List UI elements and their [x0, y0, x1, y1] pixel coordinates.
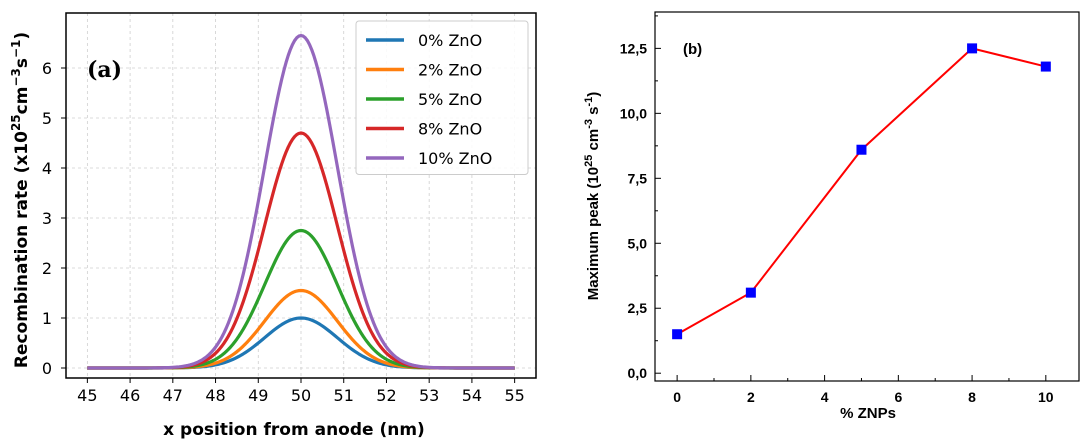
- panel-a-x-tick-label: 55: [504, 386, 524, 405]
- panel-a-y-tick-label: 4: [42, 159, 52, 178]
- panel-b-x-tick-label: 10: [1038, 389, 1054, 405]
- panel-b-x-tick-label: 6: [894, 389, 902, 405]
- panel-a-legend: 0% ZnO 2% ZnO 5% ZnO 8% ZnO 10% ZnO: [355, 20, 529, 175]
- panel-b-ylabel-part-6: -1: [583, 97, 595, 107]
- panel-b-chart: 0 2 4 6 8 10 0,02,55,07,510,012,5 (b) % ZNPs …: [583, 11, 1080, 422]
- panel-a-x-tick-label: 45: [77, 386, 97, 405]
- panel-b-plot-frame: [654, 11, 1080, 382]
- panel-a-x-tick-label: 50: [291, 386, 311, 405]
- panel-a-x-tick-label: 47: [163, 386, 183, 405]
- panel-a-y-axis-label: Recombination rate (x1025cm−3s−1): [9, 32, 32, 368]
- panel-b-y-tick-label: 2,5: [628, 300, 648, 316]
- panel-b-ylabel-part-4: -3: [583, 119, 595, 129]
- panel-b-y-axis-label: Maximum peak (1025 cm-3 s-1): [583, 92, 602, 301]
- panel-b-data-point: [856, 144, 867, 155]
- panel-b-x-tick-label: 0: [673, 389, 681, 405]
- panel-a-legend-label-1: 2% ZnO: [418, 61, 482, 80]
- panel-b-x-tick-label: 2: [747, 389, 755, 405]
- panel-b-x-tick-label: 8: [968, 389, 976, 405]
- panel-b-y-tick-label: 5,0: [628, 235, 648, 251]
- panel-a-x-tick-label: 46: [120, 386, 140, 405]
- panel-a-y-ticks: 0 1 2 3 4 5 6: [42, 59, 66, 378]
- panel-b-data-point: [672, 329, 683, 340]
- panel-a-legend-box: [355, 20, 529, 175]
- panel-a-y-tick-label: 1: [42, 309, 52, 328]
- panel-b-ylabel-part-5: s: [585, 106, 602, 119]
- panel-a-ylabel-part-4: −3: [9, 68, 23, 86]
- panel-a-series-line-2: [87, 228, 515, 370]
- panel-b-series: [672, 43, 1051, 340]
- panel-a-legend-label-0: 0% ZnO: [418, 31, 482, 50]
- panel-a-legend-label-3: 8% ZnO: [418, 120, 482, 139]
- panel-b-series-line: [676, 47, 1047, 336]
- panel-b-label: (b): [683, 41, 702, 58]
- panel-a-y-tick-label: 3: [42, 209, 52, 228]
- panel-a-x-ticks: 45 46 47 48 49 50 51 52 53 54 55: [77, 378, 525, 405]
- panel-b-y-tick-label: 7,5: [628, 170, 648, 186]
- panel-a-ylabel-part-5: s: [12, 58, 32, 68]
- panel-a-x-tick-label: 54: [462, 386, 482, 405]
- panel-a-x-tick-label: 48: [205, 386, 225, 405]
- panel-a-x-tick-label: 49: [248, 386, 268, 405]
- panel-a-y-tick-label: 2: [42, 259, 52, 278]
- panel-b-y-ticks: 0,0 2,5 5,0 7,5 10,0 12,5: [620, 15, 661, 381]
- panel-b-data-point: [745, 287, 756, 298]
- panel-b-ylabel-part-3: cm: [585, 129, 602, 155]
- panel-b-y-tick-label: 12,5: [620, 40, 647, 56]
- panel-a-x-tick-label: 52: [376, 386, 396, 405]
- panel-a-y-tick-label: 5: [42, 109, 52, 128]
- panel-b-data-point: [967, 43, 978, 54]
- panel-a-ylabel-part-3: cm: [12, 87, 32, 115]
- panel-a-y-tick-label: 0: [42, 359, 52, 378]
- panel-a-ylabel-part-2: 25: [9, 114, 23, 131]
- panel-a-label: (a): [87, 57, 122, 83]
- panel-b-ylabel-part-1: Maximum peak (10: [585, 167, 602, 300]
- panel-a-ylabel-part-1: Recombination rate (x10: [12, 131, 32, 368]
- panel-a-ylabel-part-7: ): [12, 32, 32, 40]
- panel-a-y-tick-label: 6: [42, 59, 52, 78]
- panel-b-x-ticks: 0 2 4 6 8 10: [673, 375, 1054, 405]
- panel-b-ylabel-part-2: 25: [583, 155, 595, 167]
- panel-a-x-tick-label: 51: [334, 386, 354, 405]
- panel-a-series-lines: [87, 33, 515, 370]
- panel-a-ylabel-part-6: −1: [9, 40, 23, 58]
- panel-a-series-line-4: [87, 33, 515, 370]
- panel-a-x-tick-label: 53: [419, 386, 439, 405]
- panel-a-legend-label-2: 5% ZnO: [418, 90, 482, 109]
- panel-b-data-point: [1040, 61, 1051, 72]
- panel-a-legend-label-4: 10% ZnO: [418, 149, 492, 168]
- panel-a-x-axis-label: x position from anode (nm): [163, 420, 425, 439]
- panel-b-x-axis-label: % ZNPs: [840, 405, 896, 422]
- panel-b-ylabel-part-7: ): [585, 92, 602, 97]
- panel-b-y-tick-label: 0,0: [628, 365, 648, 381]
- panel-b-x-tick-label: 4: [821, 389, 829, 405]
- panel-b-y-tick-label: 10,0: [620, 105, 647, 121]
